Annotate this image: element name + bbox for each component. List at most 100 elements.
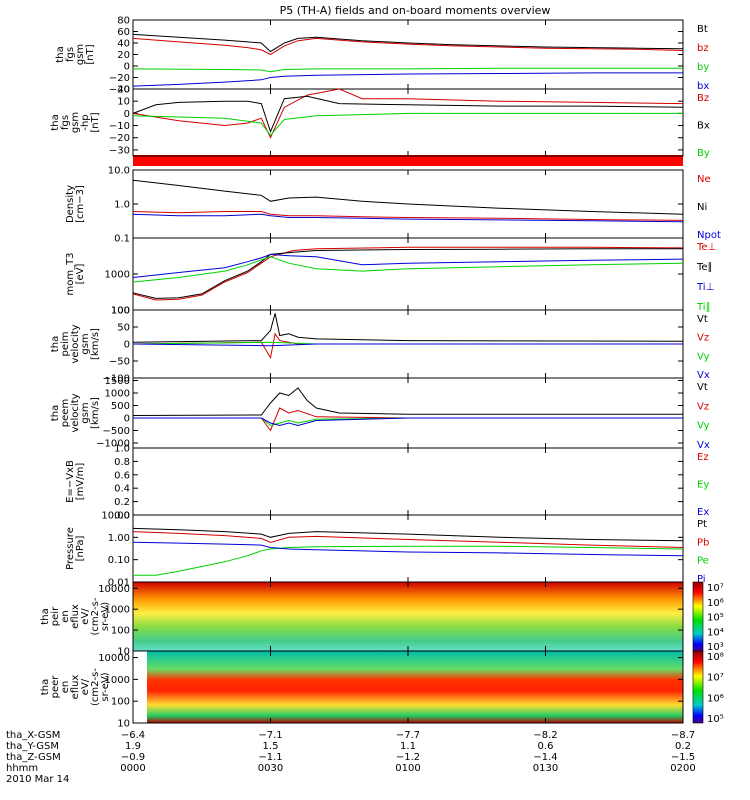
y-tick-label: −10 [109, 121, 130, 132]
series-line-Ne [132, 211, 684, 221]
y-axis-label: thafgsgsm-hp[nT] [50, 112, 101, 133]
x-axis-value: 0.2 [675, 741, 691, 752]
x-axis-row-label: tha_Y-GSM [6, 741, 60, 752]
y-tick-label: 0 [124, 340, 130, 351]
y-tick-label: 100 [111, 626, 130, 637]
series-line-Npot [132, 213, 684, 223]
x-axis-value: −6.4 [120, 730, 146, 741]
y-tick-label: 0.4 [114, 484, 130, 495]
legend-entry: Ez [697, 452, 709, 463]
series-line-Vx [133, 417, 683, 427]
y-tick-label: 40 [117, 39, 130, 50]
colorbar-tick-label: 10⁶ [707, 693, 724, 704]
series-line-Pb [132, 531, 684, 548]
y-tick-label: −50 [109, 357, 130, 368]
colorbar-tick-label: 10⁸ [707, 652, 724, 663]
y-tick-label: 20 [117, 85, 130, 96]
series-line-Ni [132, 179, 684, 215]
panel-density: 10.0 1.0 0.1 Density[cm−3] Ne Ni Npot [65, 166, 721, 245]
series-line-bz [132, 37, 684, 56]
series-line-by [132, 67, 683, 73]
y-tick-label: 10.0 [108, 166, 130, 177]
panels: 806040200−20−40thafgsgsm[nT]Btbzbybx2010… [40, 16, 724, 730]
y-tick-label: −1000 [96, 439, 130, 450]
y-tick-label: 1000 [105, 270, 130, 281]
series-line-Vt [132, 387, 683, 416]
legend-entry: Vx [697, 370, 710, 381]
panel-peir: 10⁷ 10⁶ 10⁵ 10⁴ 10³ 10000 1000 100 10 thapeirenef… [40, 581, 724, 658]
panel-temp: 1000 100 mom_T3[eV] Te⊥ Te∥ Ti⊥ Ti∥ [65, 237, 716, 317]
legend-entry: Pt [697, 519, 707, 530]
y-tick-label: 0.1 [114, 234, 130, 245]
legend-entry: Vt [697, 314, 708, 325]
y-tick-label: −100 [103, 374, 130, 385]
y-tick-label: 0.8 [114, 457, 130, 468]
x-axis-value: 0.6 [537, 741, 554, 752]
y-tick-label: 0.0 [114, 511, 130, 522]
series-line-Vt [132, 313, 684, 343]
panel-pressure: 10.00 1.00 0.10 0.01 Pressure[nPa] Pt Pb Pe Pi [65, 511, 709, 589]
y-axis-label: thapeirenefluxeV/(cm2-s-sr-eV) [40, 597, 111, 635]
legend-entry: Vz [697, 333, 709, 344]
y-tick-label: 0.01 [108, 578, 130, 589]
y-tick-label: 1000 [105, 675, 130, 686]
series-line-bx [132, 72, 683, 87]
panel-exb: 1.0 0.8 0.6 0.4 0.2 0.0 E=−VxB[mV/m] Ez Ey Ex [65, 444, 709, 522]
series-line-Bz [132, 88, 684, 139]
x-axis-row-label: hhmm [6, 763, 39, 774]
panel-peer: 10⁸ 10⁷ 10⁶ 10⁵ 10000 1000 100 10 thapeereneflux… [40, 650, 724, 730]
series-line-Vy [133, 417, 683, 427]
legend-entry: Bx [697, 121, 710, 132]
y-tick-label: −20 [109, 73, 130, 84]
legend-entry: Vy [697, 421, 710, 432]
series-line-Pt [132, 527, 684, 542]
legend-entry: Ex [697, 507, 709, 518]
spectrogram-image [133, 582, 683, 651]
y-tick-label: 10000 [98, 584, 130, 595]
y-axis-label: thafgsgsm[nT] [55, 44, 96, 65]
y-tick-label: 10 [117, 647, 130, 658]
legend-entry: Ti∥ [696, 302, 711, 313]
y-tick-label: 20 [117, 50, 130, 61]
series-line-Bx [132, 95, 684, 134]
panel-frame [132, 514, 684, 583]
panel-frame [132, 377, 684, 449]
series-line-By [132, 112, 683, 137]
y-tick-label: 500 [111, 401, 130, 412]
y-tick-label: 1.00 [108, 533, 130, 544]
date-label: 2010 Mar 14 [6, 774, 70, 785]
panel-frame [132, 447, 684, 516]
x-axis-value: −7.1 [258, 730, 283, 741]
spectrogram-image [147, 651, 683, 723]
y-tick-label: 100 [111, 306, 130, 317]
x-axis-value: 0000 [120, 763, 146, 774]
x-axis-value: 0200 [670, 763, 696, 774]
y-tick-label: 0 [124, 109, 130, 120]
colorbar-tick-label: 10⁵ [707, 714, 724, 725]
y-tick-label: −20 [109, 133, 130, 144]
x-axis-value: −8.2 [533, 730, 558, 741]
y-tick-label: −30 [109, 145, 130, 156]
legend-entry: Te⊥ [696, 242, 716, 253]
y-tick-label: 0 [124, 414, 130, 425]
y-axis-label: thapeimvelocitygsm[km/s] [50, 324, 101, 363]
legend-entry: Ne [697, 174, 711, 185]
y-tick-label: 0 [124, 62, 130, 73]
y-tick-label: 0.2 [114, 497, 130, 508]
legend-entry: Npot [697, 230, 721, 241]
legend-entry: Te∥ [696, 262, 713, 273]
y-axis-label: Pressure[nPa] [65, 527, 86, 570]
figure-title: P5 (TH-A) fields and on-board moments ov… [280, 4, 551, 17]
series-line-Vz [133, 407, 683, 432]
colorbar-tick-label: 10⁶ [707, 598, 724, 609]
y-tick-label: 10 [117, 719, 130, 730]
legend-entry: Bt [697, 24, 708, 35]
legend-entry: Vy [697, 351, 710, 362]
series-line-Vx [132, 343, 683, 347]
series-line-Te⊥ [132, 246, 684, 301]
colorbar-tick-label: 10⁷ [707, 583, 724, 594]
